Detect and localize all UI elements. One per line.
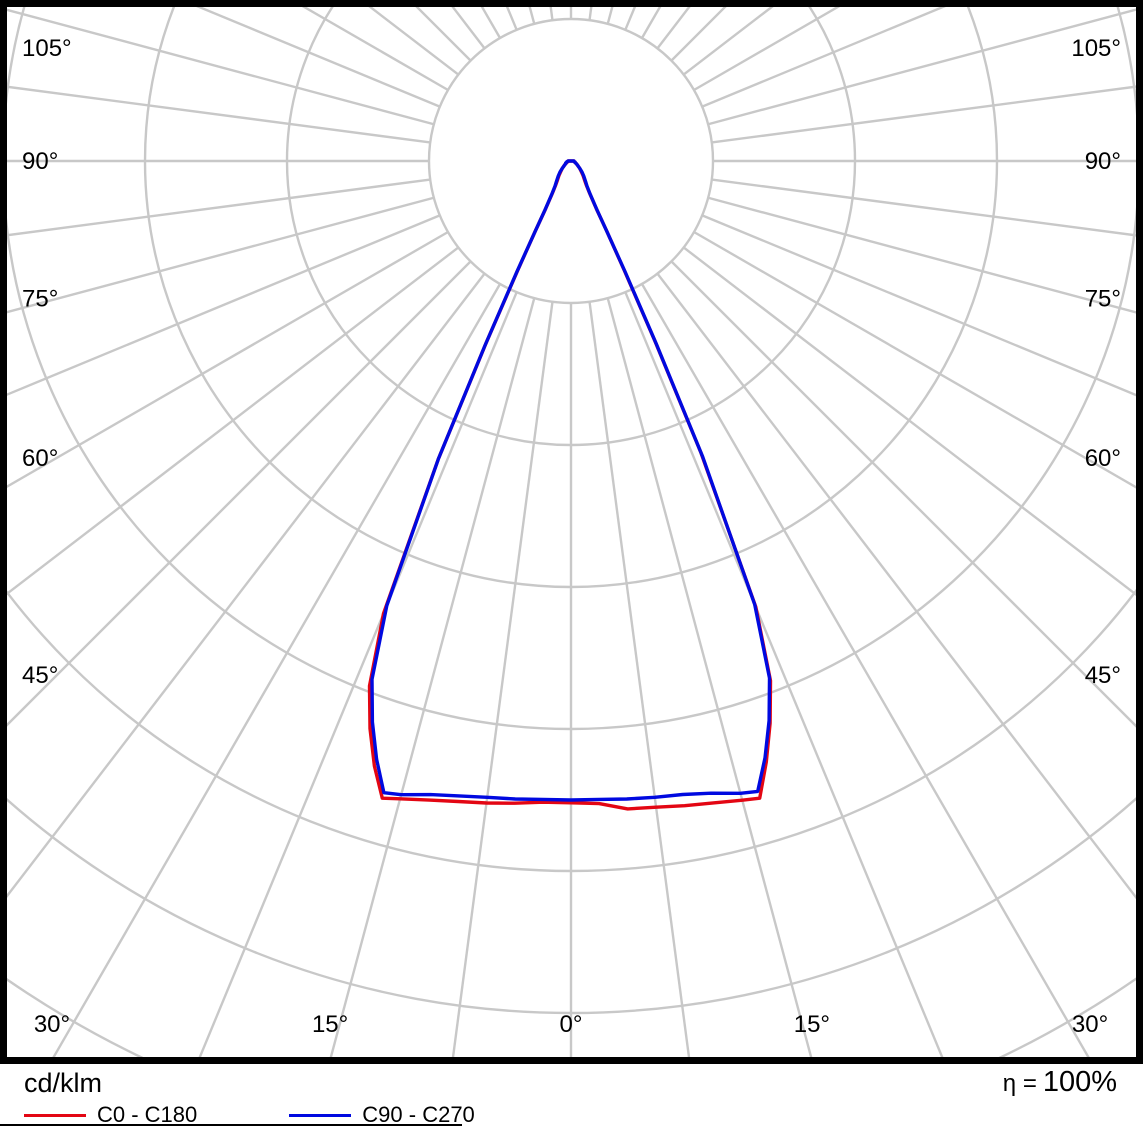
grid-spoke [7,214,441,396]
angle-label: 45° [1085,662,1121,689]
grid-spoke [7,178,431,237]
grid-spoke [198,291,518,1057]
bottom-divider [0,1124,462,1126]
grid-spoke [701,214,1136,397]
grid-spoke [670,260,1136,728]
grid-spoke [7,272,486,898]
angle-labels: 105° 105° 90° 90° 75° 75° 60° 60° 45° 45° 30° 30° 15… [22,35,1121,1038]
grid-spoke [52,283,502,1057]
angle-label: 75° [22,286,58,313]
angle-label: 15° [312,1011,348,1038]
units-label: cd/klm [24,1068,103,1098]
c0-c180-label: C0 - C180 [97,1102,198,1127]
legend-row: C0 - C180 C90 - C270 [24,1102,475,1128]
angle-label: 90° [1085,148,1121,175]
grid-spoke [7,246,460,596]
polar-plot-area: 105° 105° 90° 90° 75° 75° 60° 60° 45° 45° 30° 30° 15… [0,0,1143,1064]
c90-c270-curve [370,159,772,802]
c90-c270-line-swatch [289,1113,352,1117]
grid-spoke [711,178,1136,237]
angle-label: 45° [22,662,58,689]
angle-label: 15° [794,1011,830,1038]
grid-spoke [624,291,944,1057]
angle-label: 105° [22,35,72,62]
angle-label: 30° [1072,1011,1108,1038]
grid-spoke [7,85,431,144]
angle-label: 60° [1085,445,1121,472]
grid-spoke [707,8,1136,126]
grid-spoke [707,196,1136,314]
legend-item-c90: C90 - C270 [289,1102,475,1128]
efficiency-label: η = 100% [1003,1066,1117,1099]
eta-symbol: η = [1002,1070,1037,1097]
plot-frame-border [0,0,1143,1064]
grid-spoke [682,246,1136,597]
grid-spoke [196,7,441,108]
grid-spoke [693,230,1136,489]
grid-spoke [7,260,472,727]
grid-spoke [711,85,1136,144]
angle-label: 0° [560,1011,583,1038]
angle-label: 75° [1085,286,1121,313]
eta-value: 100% [1042,1066,1117,1098]
angle-label: 30° [34,1011,70,1038]
intensity-curves [367,159,773,811]
angle-label: 90° [22,148,58,175]
grid-spoke [7,230,449,489]
angle-label: 60° [22,445,58,472]
angle-label: 105° [1071,35,1121,62]
grid-spoke [451,301,554,1057]
polar-intensity-chart: 105° 105° 90° 90° 75° 75° 60° 60° 45° 45° 30° 30° 15… [0,0,1143,1064]
grid-spoke [701,7,946,108]
grid-spoke [7,8,435,126]
c90-c270-label: C90 - C270 [362,1102,475,1127]
grid-spoke [656,272,1136,900]
grid-spoke [640,283,1090,1057]
grid-spoke [606,297,813,1057]
grid-spoke [7,196,435,314]
c0-c180-line-swatch [24,1113,86,1117]
grid-spoke [588,301,691,1057]
legend-area: cd/klm η = 100% C0 - C180 C90 - C270 [0,1064,1143,1143]
polar-grid [7,7,1136,1057]
grid-spoke [329,297,536,1057]
legend-item-c0: C0 - C180 [24,1102,197,1128]
